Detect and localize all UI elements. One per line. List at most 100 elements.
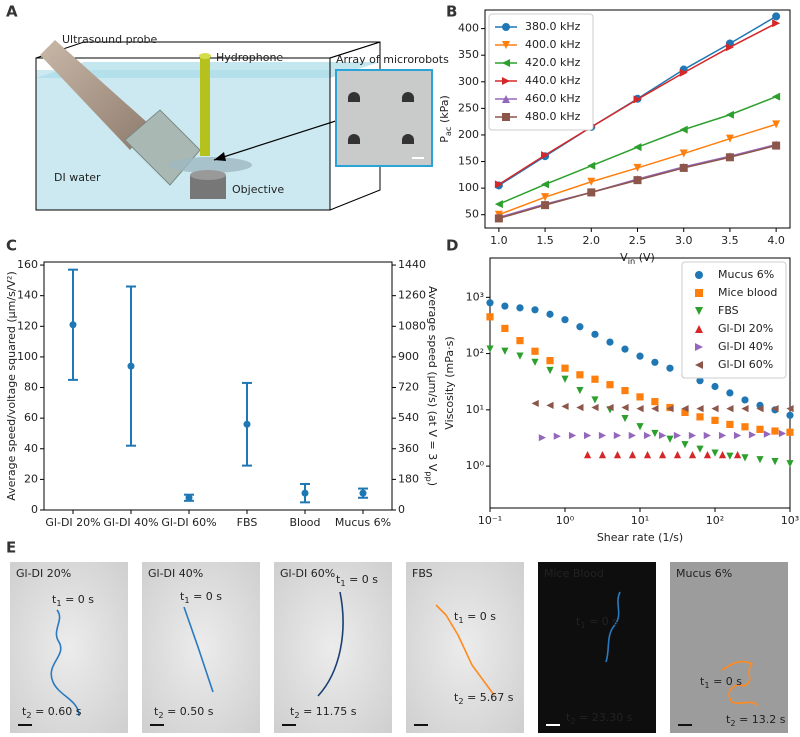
marker bbox=[486, 299, 494, 307]
end-time-sub: 2 bbox=[570, 716, 575, 726]
x-tick-label: 4.0 bbox=[767, 234, 785, 247]
marker bbox=[633, 176, 642, 185]
marker bbox=[772, 141, 781, 150]
probe-shaft bbox=[40, 40, 150, 150]
marker bbox=[583, 451, 592, 459]
marker bbox=[651, 405, 659, 413]
marker bbox=[696, 405, 704, 413]
marker bbox=[778, 429, 787, 438]
y-axis-label-sub: ac bbox=[443, 126, 453, 136]
label: Hydrophone bbox=[216, 51, 283, 64]
start-time-sub: 1 bbox=[56, 598, 61, 608]
marker bbox=[541, 201, 550, 210]
end-time-part: = 11.75 s bbox=[300, 705, 357, 718]
marker bbox=[546, 310, 554, 318]
marker bbox=[553, 432, 561, 440]
y2-tick-label: 1260 bbox=[398, 289, 426, 302]
image-frame bbox=[10, 562, 128, 733]
y-tick-label: 80 bbox=[24, 381, 38, 394]
marker bbox=[666, 435, 674, 443]
image-title: Mice Blood bbox=[544, 567, 604, 580]
end-time: t2 = 5.67 s bbox=[454, 691, 514, 706]
label: Array of microrobots bbox=[336, 53, 449, 66]
marker bbox=[516, 304, 524, 312]
y2-tick-label: 720 bbox=[398, 381, 419, 394]
marker bbox=[633, 163, 642, 172]
point bbox=[359, 489, 367, 497]
marker bbox=[741, 454, 749, 462]
y2-tick-label: 360 bbox=[398, 442, 419, 455]
x-axis-label: Shear rate (1/s) bbox=[597, 531, 683, 544]
marker bbox=[718, 451, 727, 459]
marker bbox=[772, 92, 781, 101]
x-tick-label: 1.5 bbox=[536, 234, 554, 247]
y-tick-label: 40 bbox=[24, 442, 38, 455]
y-tick-label: 150 bbox=[458, 155, 479, 168]
start-time-part: t bbox=[700, 675, 705, 688]
x-tick-label: 10⁻¹ bbox=[478, 514, 502, 527]
end-time-part: = 0.60 s bbox=[32, 705, 82, 718]
marker bbox=[696, 377, 704, 385]
start-time-sub: 1 bbox=[704, 680, 709, 690]
y-axis-label: Pac (kPa) bbox=[438, 95, 453, 143]
marker bbox=[725, 134, 734, 143]
marker bbox=[636, 423, 644, 431]
x-tick-label: 3.5 bbox=[721, 234, 739, 247]
marker bbox=[658, 431, 667, 440]
legend-label: Gl-DI 40% bbox=[718, 340, 773, 353]
y2-axis-label-part: Average speed (μm/s) (at V = 3 V bbox=[426, 286, 439, 472]
legend-label: 420.0 kHz bbox=[525, 56, 581, 69]
image-frame bbox=[406, 562, 524, 733]
marker bbox=[576, 386, 584, 395]
image-frame bbox=[142, 562, 260, 733]
marker bbox=[541, 180, 550, 189]
marker bbox=[502, 95, 510, 103]
marker bbox=[576, 371, 584, 379]
marker bbox=[786, 405, 794, 413]
marker bbox=[606, 381, 614, 389]
marker bbox=[621, 403, 629, 412]
x-tick-label: Gl-DI 20% bbox=[45, 516, 100, 529]
trajectory bbox=[721, 660, 759, 707]
marker bbox=[725, 153, 734, 162]
y-axis-label-part: Average speed/voltage squared (μm/s/V²) bbox=[5, 271, 18, 501]
label: DI water bbox=[54, 171, 101, 184]
start-time-part: = 0 s bbox=[586, 615, 619, 628]
y-tick-label: 120 bbox=[17, 319, 38, 332]
marker bbox=[711, 449, 719, 457]
label: Objective bbox=[232, 183, 284, 196]
trajectory bbox=[435, 604, 495, 696]
start-time-part: = 0 s bbox=[710, 675, 743, 688]
legend-label: 480.0 kHz bbox=[525, 110, 581, 123]
marker bbox=[538, 434, 547, 442]
y2-axis-label: Average speed (μm/s) (at V = 3 Vpp) bbox=[425, 286, 440, 486]
panel-a: A Ultrasound probe Hydrophone Array of m… bbox=[6, 3, 449, 211]
legend-box bbox=[488, 13, 594, 131]
marker bbox=[541, 151, 550, 160]
end-time: t2 = 23.30 s bbox=[566, 711, 633, 726]
marker bbox=[741, 396, 749, 404]
y-axis-label-part: (kPa) bbox=[438, 95, 451, 126]
y-tick-label: 100 bbox=[458, 181, 479, 194]
marker bbox=[651, 398, 659, 406]
y2-tick-label: 0 bbox=[398, 503, 405, 516]
marker bbox=[703, 431, 711, 440]
marker bbox=[494, 214, 503, 223]
legend-label: 440.0 kHz bbox=[525, 74, 581, 87]
end-time-sub: 2 bbox=[294, 710, 299, 720]
marker bbox=[711, 382, 719, 391]
hydrophone-top bbox=[199, 53, 211, 59]
end-time-sub: 2 bbox=[26, 710, 31, 720]
image-frame bbox=[670, 562, 788, 733]
marker bbox=[726, 420, 734, 429]
y-tick-label: 160 bbox=[17, 258, 38, 271]
end-time: t2 = 13.2 s bbox=[726, 713, 786, 728]
end-time-part: t bbox=[726, 713, 731, 726]
image-title: Gl-DI 60% bbox=[280, 567, 335, 580]
y-tick-label: 10¹ bbox=[466, 403, 484, 416]
x-tick-label: 3.0 bbox=[675, 234, 693, 247]
point bbox=[69, 321, 77, 329]
start-time: t1 = 0 s bbox=[454, 610, 496, 625]
marker bbox=[666, 405, 674, 413]
